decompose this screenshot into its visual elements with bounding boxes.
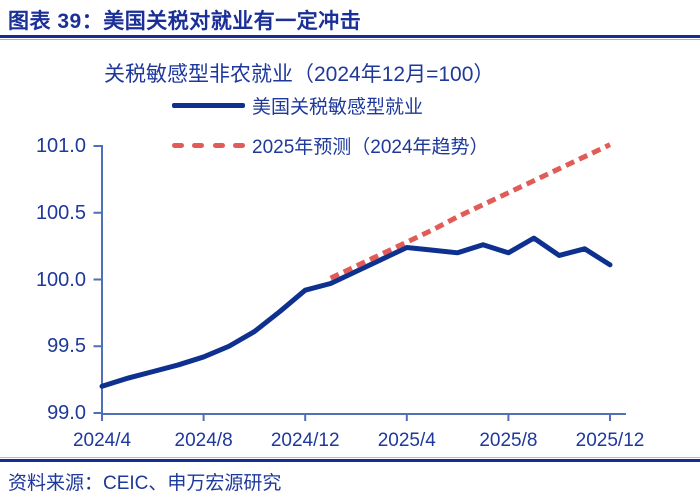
title-divider-accent (0, 39, 700, 40)
y-tick-label: 100.5 (35, 201, 86, 224)
legend-label-forecast: 2025年预测（2024年趋势） (252, 136, 489, 158)
legend-item-forecast: 2025年预测（2024年趋势） (172, 135, 489, 158)
x-tick-label: 2025/8 (479, 430, 538, 451)
legend-item-actual: 美国关税敏感型就业 (172, 95, 423, 118)
legend-label-actual: 美国关税敏感型就业 (252, 96, 424, 118)
source-note: 资料来源：CEIC、申万宏源研究 (8, 473, 282, 494)
footer-divider (0, 459, 700, 462)
x-tick-label: 2025/4 (377, 430, 436, 451)
y-tick-label: 99.0 (47, 402, 86, 424)
x-tick-label: 2024/8 (174, 430, 233, 451)
dashed-line-swatch (172, 142, 245, 148)
actual-line (99, 235, 613, 389)
x-tick-label: 2024/4 (72, 430, 132, 451)
figure-caption: 图表 39：美国关税对就业有一定冲击 (8, 10, 362, 33)
footer-divider-accent (0, 457, 700, 458)
x-tick-label: 2025/12 (575, 430, 645, 451)
y-tick-label: 99.5 (47, 335, 86, 358)
solid-line-swatch (172, 102, 245, 108)
x-tick-label: 2024/12 (270, 430, 340, 451)
y-tick-label: 101.0 (35, 135, 86, 157)
chart-title: 关税敏感型非农就业（2024年12月=100） (104, 63, 495, 86)
y-tick-label: 100.0 (35, 268, 86, 291)
title-divider (0, 35, 700, 38)
forecast-line (329, 142, 612, 281)
